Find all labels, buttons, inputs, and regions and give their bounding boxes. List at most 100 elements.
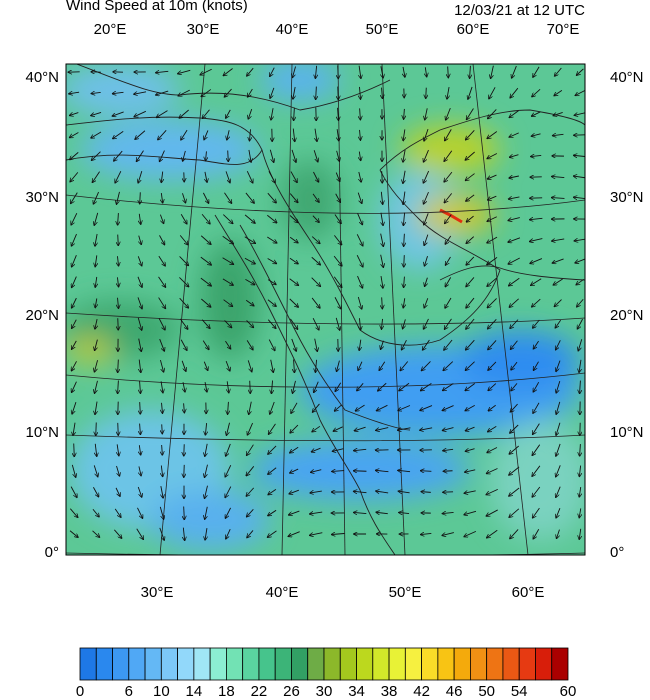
- wind-arrow: [118, 359, 119, 373]
- wind-arrow: [509, 132, 519, 137]
- wind-arrow: [445, 129, 452, 140]
- wind-arrow: [532, 465, 541, 476]
- wind-arrow: [271, 380, 272, 394]
- wind-arrow: [312, 447, 321, 452]
- wind-arrow: [509, 445, 520, 454]
- wind-arrow: [532, 111, 541, 116]
- wind-arrow: [337, 129, 339, 141]
- wind-arrow: [354, 491, 367, 492]
- wind-arrow: [466, 236, 475, 244]
- wind-arrow: [465, 173, 475, 181]
- wind-arrow: [509, 466, 520, 475]
- wind-arrow: [531, 278, 542, 286]
- wind-arrow: [72, 381, 77, 393]
- map-frame: [65, 63, 586, 556]
- wind-arrow: [311, 236, 320, 244]
- wind-arrow: [532, 298, 541, 307]
- wind-arrow: [357, 192, 362, 204]
- wind-arrow: [161, 193, 162, 203]
- wind-arrow: [200, 256, 211, 265]
- wind-arrow: [580, 380, 581, 394]
- wind-arrow: [465, 426, 475, 431]
- wind-arrow: [224, 88, 232, 97]
- left-lat-label: 40°N: [25, 69, 59, 86]
- wind-arrow: [290, 446, 299, 452]
- wind-arrow: [574, 113, 585, 116]
- wind-arrow: [310, 491, 322, 493]
- wind-arrow: [509, 197, 520, 199]
- wind-arrow: [247, 444, 254, 456]
- wind-arrow: [269, 149, 273, 162]
- wind-arrow: [554, 90, 563, 95]
- wind-arrow: [159, 506, 163, 519]
- wind-arrow: [445, 277, 452, 286]
- wind-arrow: [577, 298, 584, 306]
- wind-arrow: [510, 529, 519, 538]
- wind-arrow: [533, 381, 540, 392]
- wind-arrow: [377, 404, 388, 410]
- wind-arrow: [356, 234, 363, 245]
- wind-arrow: [201, 89, 212, 96]
- wind-arrow: [404, 233, 405, 246]
- wind-arrow: [403, 170, 405, 184]
- wind-arrow: [315, 65, 316, 78]
- wind-arrow: [139, 235, 142, 245]
- colorbar-swatch: [79, 647, 97, 681]
- wind-arrow: [244, 257, 255, 264]
- wind-arrow: [337, 360, 340, 372]
- wind-arrow: [291, 402, 298, 413]
- wind-arrow: [69, 530, 78, 538]
- wind-arrow: [247, 422, 253, 435]
- wind-arrow: [226, 443, 231, 456]
- wind-arrow: [244, 236, 255, 244]
- wind-arrow: [468, 86, 473, 99]
- wind-arrow: [466, 297, 475, 308]
- wind-arrow: [530, 258, 543, 264]
- wind-arrow: [137, 317, 141, 330]
- wind-arrow: [247, 509, 254, 516]
- wind-arrow: [95, 276, 97, 287]
- wind-arrow: [556, 507, 561, 518]
- wind-arrow: [574, 239, 585, 241]
- wind-arrow: [400, 361, 409, 370]
- wind-arrow: [158, 297, 166, 309]
- wind-arrow: [311, 470, 322, 473]
- wind-arrow: [335, 382, 342, 392]
- wind-arrow: [69, 508, 77, 518]
- wind-arrow: [426, 87, 427, 99]
- wind-arrow: [313, 150, 318, 162]
- wind-arrow: [117, 444, 119, 455]
- wind-arrow: [378, 382, 387, 391]
- wind-arrow: [159, 359, 163, 372]
- wind-arrow: [488, 340, 497, 349]
- wind-arrow: [359, 339, 361, 351]
- wind-arrow: [403, 298, 405, 308]
- wind-arrow: [316, 86, 317, 100]
- colorbar-swatch: [307, 647, 325, 681]
- wind-arrow: [467, 108, 474, 119]
- wind-arrow: [156, 90, 169, 95]
- wind-arrow: [466, 277, 475, 286]
- colorbar-swatch: [160, 647, 178, 681]
- wind-arrow: [446, 256, 451, 265]
- wind-arrow: [488, 109, 497, 118]
- wind-arrow: [72, 276, 77, 288]
- wind-arrow: [248, 108, 253, 119]
- colorbar-label: 6: [125, 683, 133, 700]
- wind-arrow: [575, 258, 585, 263]
- wind-arrow: [227, 381, 229, 392]
- wind-arrow: [179, 277, 188, 286]
- wind-arrow: [442, 405, 454, 411]
- wind-arrow: [359, 86, 360, 99]
- wind-arrow: [333, 276, 341, 288]
- wind-arrow: [530, 218, 543, 219]
- wind-arrow: [574, 197, 585, 199]
- wind-arrow: [512, 65, 517, 78]
- wind-arrow: [579, 359, 581, 372]
- colorbar-swatch: [193, 647, 211, 681]
- wind-arrow: [313, 171, 318, 182]
- wind-arrow: [137, 276, 142, 287]
- wind-arrow: [381, 318, 382, 329]
- wind-arrow: [250, 380, 251, 394]
- wind-arrow: [486, 488, 498, 494]
